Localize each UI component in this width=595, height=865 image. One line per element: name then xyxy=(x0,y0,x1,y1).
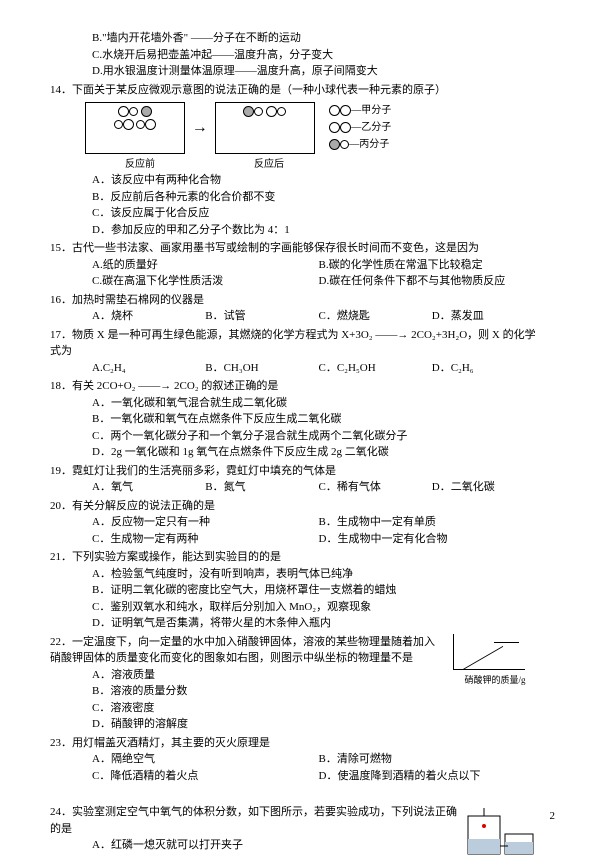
q19-c: C．稀有气体 xyxy=(319,479,432,496)
q22-c: C．溶液密度 xyxy=(50,700,545,717)
q18-d: D．2g 一氧化碳和 1g 氧气在点燃条件下反应生成 2g 二氧化碳 xyxy=(50,444,545,461)
q14-a: A．该反应中有两种化合物 xyxy=(50,172,545,189)
q21-d: D．证明氧气是否集满，将带火星的木条伸入瓶内 xyxy=(50,615,545,632)
q21-b: B．证明二氧化碳的密度比空气大，用烧杯罩住一支燃着的蜡烛 xyxy=(50,582,545,599)
q14-b: B．反应前后各种元素的化合价都不变 xyxy=(50,189,545,206)
q16-d: D．蒸发皿 xyxy=(432,308,545,325)
q23-c: C．降低酒精的着火点 xyxy=(92,768,319,785)
q15-c: C.碳在高温下化学性质活泼 xyxy=(92,273,319,290)
q18-b: B．一氧化碳和氧气在点燃条件下反应生成二氧化碳 xyxy=(50,411,545,428)
q19: 19．霓虹灯让我们的生活亮丽多彩，霓虹灯中填充的气体是 A．氧气 B．氮气 C．… xyxy=(50,463,545,496)
q23-d: D．使温度降到酒精的着火点以下 xyxy=(319,768,546,785)
legend: —甲分子 —乙分子 —丙分子 xyxy=(329,101,391,154)
arrow-icon: → xyxy=(192,116,208,140)
q16-c: C．燃烧匙 xyxy=(319,308,432,325)
q21: 21．下列实验方案或操作，能达到实验目的的是 A．检验氢气纯度时，没有听到响声，… xyxy=(50,549,545,632)
q24: 24．实验室测定空气中氧气的体积分数，如下图所示，若要实验成功，下列说法正确的是… xyxy=(50,804,545,854)
q23-b: B．清除可燃物 xyxy=(319,751,546,768)
q18: 18．有关 2CO+O₂ ——→ 2CO₂ 的叙述正确的是 A．一氧化碳和氧气混… xyxy=(50,378,545,461)
q18-c: C．两个一氧化碳分子和一个氧分子混合就生成两个二氧化碳分子 xyxy=(50,428,545,445)
q17-d: D．C₂H₆ xyxy=(432,360,545,377)
q22-graph: 硝酸钾的质量/g xyxy=(445,634,545,684)
q17-stem: 17．物质 X 是一种可再生绿色能源，其燃烧的化学方程式为 X+3O₂ ——→ … xyxy=(50,327,545,360)
q17: 17．物质 X 是一种可再生绿色能源，其燃烧的化学方程式为 X+3O₂ ——→ … xyxy=(50,327,545,377)
q20-a: A．反应物一定只有一种 xyxy=(92,514,319,531)
q16: 16．加热时需垫石棉网的仪器是 A．烧杯 B．试管 C．燃烧匙 D．蒸发皿 xyxy=(50,292,545,325)
q19-a: A．氧气 xyxy=(92,479,205,496)
q14: 14．下面关于某反应微观示意图的说法正确的是（一种小球代表一种元素的原子） → … xyxy=(50,82,545,239)
q21-stem: 21．下列实验方案或操作，能达到实验目的的是 xyxy=(50,549,545,566)
q14-diagram: → —甲分子 —乙分子 —丙分子 xyxy=(50,101,545,154)
opt-c: C.水烧开后易把壶盖冲起——温度升高，分子变大 xyxy=(50,47,545,64)
q17-b: B．CH₃OH xyxy=(205,360,318,377)
q19-d: D．二氧化碳 xyxy=(432,479,545,496)
q15-b: B.碳的化学性质在常温下比较稳定 xyxy=(319,257,546,274)
opt-d: D.用水银温度计测量体温原理——温度升高，原子间隔变大 xyxy=(50,63,545,80)
q23: 23．用灯帽盖灭酒精灯，其主要的灭火原理是 A．隔绝空气 B．清除可燃物 C．降… xyxy=(50,735,545,785)
q20-stem: 20．有关分解反应的说法正确的是 xyxy=(50,498,545,515)
page-number: 2 xyxy=(550,808,556,825)
q14-c: C．该反应属于化合反应 xyxy=(50,205,545,222)
q16-b: B．试管 xyxy=(205,308,318,325)
q20-c: C．生成物一定有两种 xyxy=(92,531,319,548)
q15: 15．古代一些书法家、画家用墨书写或绘制的字画能够保存很长时间而不变色，这是因为… xyxy=(50,240,545,290)
q15-d: D.碳在任何条件下都不与其他物质反应 xyxy=(319,273,546,290)
q21-c: C．鉴别双氧水和纯水，取样后分别加入 MnO₂，观察现象 xyxy=(50,599,545,616)
after-box xyxy=(215,102,315,154)
q19-stem: 19．霓虹灯让我们的生活亮丽多彩，霓虹灯中填充的气体是 xyxy=(50,463,545,480)
q21-a: A．检验氢气纯度时，没有听到响声，表明气体已纯净 xyxy=(50,566,545,583)
q19-b: B．氮气 xyxy=(205,479,318,496)
q20: 20．有关分解反应的说法正确的是 A．反应物一定只有一种 B．生成物中一定有单质… xyxy=(50,498,545,548)
q15-stem: 15．古代一些书法家、画家用墨书写或绘制的字画能够保存很长时间而不变色，这是因为 xyxy=(50,240,545,257)
q23-stem: 23．用灯帽盖灭酒精灯，其主要的灭火原理是 xyxy=(50,735,545,752)
q14-d: D．参加反应的甲和乙分子个数比为 4：1 xyxy=(50,222,545,239)
q17-c: C．C₂H₅OH xyxy=(319,360,432,377)
q20-d: D．生成物中一定有化合物 xyxy=(319,531,546,548)
opt-b: B."墙内开花墙外香" ——分子在不断的运动 xyxy=(50,30,545,47)
q14-stem: 14．下面关于某反应微观示意图的说法正确的是（一种小球代表一种元素的原子） xyxy=(50,82,545,99)
q23-a: A．隔绝空气 xyxy=(92,751,319,768)
before-box xyxy=(85,102,185,154)
q22: 硝酸钾的质量/g 22．一定温度下，向一定量的水中加入硝酸钾固体，溶液的某些物理… xyxy=(50,634,545,733)
q20-b: B．生成物中一定有单质 xyxy=(319,514,546,531)
q18-stem: 18．有关 2CO+O₂ ——→ 2CO₂ 的叙述正确的是 xyxy=(50,378,545,395)
q16-a: A．烧杯 xyxy=(92,308,205,325)
q16-stem: 16．加热时需垫石棉网的仪器是 xyxy=(50,292,545,309)
q18-a: A．一氧化碳和氧气混合就生成二氧化碳 xyxy=(50,395,545,412)
q15-a: A.纸的质量好 xyxy=(92,257,319,274)
q22-d: D．硝酸钾的溶解度 xyxy=(50,716,545,733)
q24-diagram xyxy=(460,804,545,859)
q17-a: A.C₂H₄ xyxy=(92,360,205,377)
